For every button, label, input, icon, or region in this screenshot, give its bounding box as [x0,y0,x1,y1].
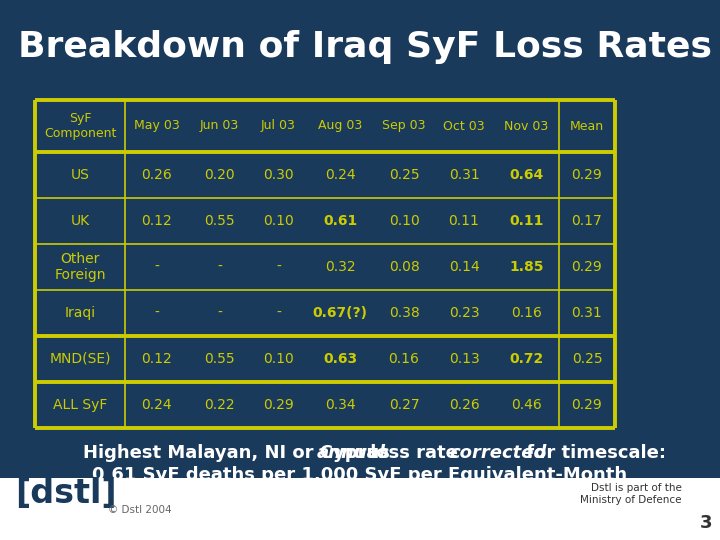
Text: 3: 3 [700,514,712,532]
Text: Highest Malayan, NI or Cyprus: Highest Malayan, NI or Cyprus [83,444,396,462]
Text: May 03: May 03 [134,119,179,132]
Text: Sep 03: Sep 03 [382,119,426,132]
Text: Breakdown of Iraq SyF Loss Rates (1): Breakdown of Iraq SyF Loss Rates (1) [18,30,720,64]
Text: -: - [217,260,222,274]
Text: 0.29: 0.29 [263,398,294,412]
Text: loss rate: loss rate [364,444,464,462]
Text: 0.24: 0.24 [325,168,355,182]
Text: Other
Foreign: Other Foreign [54,252,106,282]
Text: 0.55: 0.55 [204,214,235,228]
Text: 0.26: 0.26 [141,168,172,182]
Text: annual: annual [317,444,386,462]
Text: 0.22: 0.22 [204,398,235,412]
Text: ALL SyF: ALL SyF [53,398,107,412]
Text: 0.31: 0.31 [449,168,480,182]
Text: © Dstl 2004: © Dstl 2004 [108,505,171,515]
Bar [0,478,720,540]
Text: -: - [276,306,281,320]
Text: -: - [217,306,222,320]
Text: 0.26: 0.26 [449,398,480,412]
Text: UK: UK [71,214,89,228]
Text: 0.25: 0.25 [572,352,603,366]
Text: 0.24: 0.24 [141,398,172,412]
Text: corrected: corrected [450,444,547,462]
Text: 0.12: 0.12 [141,214,172,228]
Text: 0.25: 0.25 [389,168,419,182]
Text: 1.85: 1.85 [509,260,544,274]
Text: 0.31: 0.31 [572,306,603,320]
Text: 0.12: 0.12 [141,352,172,366]
Text: -: - [154,260,159,274]
Text: 0.20: 0.20 [204,168,235,182]
Text: 0.08: 0.08 [389,260,419,274]
Text: Jul 03: Jul 03 [261,119,296,132]
Text: Nov 03: Nov 03 [505,119,549,132]
Text: 0.10: 0.10 [389,214,419,228]
Text: Oct 03: Oct 03 [444,119,485,132]
Text: 0.67(?): 0.67(?) [312,306,367,320]
Text: Dstl is part of the: Dstl is part of the [591,483,682,493]
Text: Aug 03: Aug 03 [318,119,362,132]
Text: 0.64: 0.64 [509,168,544,182]
Text: 0.16: 0.16 [389,352,420,366]
Text: SyF
Component: SyF Component [44,112,116,140]
Text: 0.32: 0.32 [325,260,355,274]
Text: -: - [276,260,281,274]
Text: 0.17: 0.17 [572,214,603,228]
Text: 0.72: 0.72 [509,352,544,366]
Text: 0.11: 0.11 [449,214,480,228]
Text: 0.55: 0.55 [204,352,235,366]
Text: 0.11: 0.11 [509,214,544,228]
Text: Jun 03: Jun 03 [200,119,239,132]
Text: Ministry of Defence: Ministry of Defence [580,495,682,505]
Text: 0.29: 0.29 [572,260,603,274]
Text: 0.30: 0.30 [264,168,294,182]
Text: 0.14: 0.14 [449,260,480,274]
Text: 0.34: 0.34 [325,398,355,412]
Text: 0.38: 0.38 [389,306,419,320]
Text: 0.46: 0.46 [511,398,542,412]
Text: 0.63: 0.63 [323,352,357,366]
Text: -: - [154,306,159,320]
Text: 0.27: 0.27 [389,398,419,412]
Text: MND(SE): MND(SE) [49,352,111,366]
Text: 0.61: 0.61 [323,214,357,228]
Text: US: US [71,168,89,182]
Text: [dstl]: [dstl] [15,477,117,510]
Text: 0.16: 0.16 [511,306,542,320]
Text: 0.29: 0.29 [572,168,603,182]
Text: 0.13: 0.13 [449,352,480,366]
Text: Mean: Mean [570,119,604,132]
Text: for timescale:: for timescale: [520,444,666,462]
Text: 0.10: 0.10 [263,352,294,366]
Text: Iraqi: Iraqi [64,306,96,320]
Text: 0.23: 0.23 [449,306,480,320]
Text: 0.61 SyF deaths per 1,000 SyF per Equivalent-Month: 0.61 SyF deaths per 1,000 SyF per Equiva… [92,466,628,484]
Text: 0.10: 0.10 [263,214,294,228]
Text: 0.29: 0.29 [572,398,603,412]
